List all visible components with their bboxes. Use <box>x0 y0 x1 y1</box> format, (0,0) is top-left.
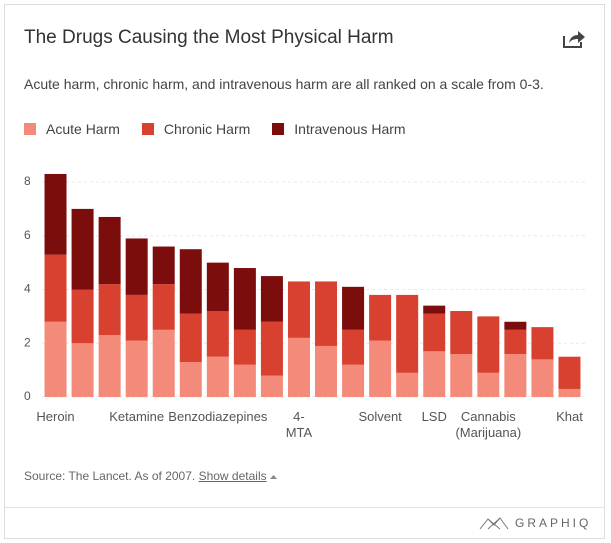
bar-segment <box>179 313 202 363</box>
bar-segment <box>531 359 554 397</box>
bar-segment <box>396 294 419 373</box>
source-text: Source: The Lancet. As of 2007. <box>24 469 196 483</box>
bar-segment <box>206 356 229 397</box>
bar-segment <box>558 356 581 389</box>
y-tick-label: 4 <box>24 282 31 296</box>
x-tick-label: Solvent <box>358 409 402 424</box>
bar-segment <box>504 321 527 330</box>
source: Source: The Lancet. As of 2007. Show det… <box>24 469 277 483</box>
bar-segment <box>342 286 365 330</box>
bar-segment <box>179 249 202 314</box>
footer-divider <box>5 507 604 508</box>
chart-title: The Drugs Causing the Most Physical Harm <box>24 27 394 48</box>
details-link[interactable]: Show details <box>198 469 267 483</box>
legend-item: Chronic Harm <box>141 121 251 137</box>
bar-segment <box>287 337 310 397</box>
bar-segment <box>504 354 527 397</box>
bar-segment <box>369 340 392 397</box>
y-tick-label: 8 <box>24 174 31 188</box>
bar-segment <box>44 254 67 322</box>
chart-subtitle: Acute harm, chronic harm, and intravenou… <box>24 76 544 92</box>
logo-icon <box>479 517 509 530</box>
bar-segment <box>287 281 310 338</box>
bar-segment <box>44 173 67 255</box>
bar-segment <box>125 238 148 295</box>
y-tick-label: 6 <box>24 228 31 242</box>
legend-label: Intravenous Harm <box>294 121 406 137</box>
bar-segment <box>260 321 283 376</box>
bar-segment <box>504 329 527 355</box>
bar-segment <box>260 276 283 322</box>
bar-segment <box>125 340 148 397</box>
bar-segment <box>342 364 365 397</box>
bar-segment <box>71 343 94 397</box>
bar-segment <box>450 354 473 397</box>
y-tick-label: 2 <box>24 335 31 349</box>
bar-segment <box>44 321 67 397</box>
logo-text: GRAPHIQ <box>515 516 592 530</box>
bar-segment <box>125 294 148 341</box>
x-tick-label: Khat <box>556 409 583 424</box>
bar-segment <box>152 329 175 397</box>
legend-swatch <box>141 123 154 135</box>
bar-segment <box>98 216 121 285</box>
bar-segment <box>206 311 229 357</box>
legend-swatch <box>272 123 285 135</box>
bar-segment <box>396 372 419 397</box>
bar-segment <box>152 246 175 285</box>
x-tick-label: 4-MTA <box>285 409 313 440</box>
bar-segment <box>477 372 500 397</box>
legend-label: Acute Harm <box>46 121 120 137</box>
logo: GRAPHIQ <box>479 516 591 530</box>
bar-segment <box>315 345 338 397</box>
bar-segment <box>233 268 256 330</box>
legend-item: Acute Harm <box>24 121 120 137</box>
card: The Drugs Causing the Most Physical Harm… <box>4 4 605 539</box>
x-tick-label: LSD <box>421 409 447 424</box>
bar-segment <box>233 329 256 365</box>
chart: 0 2 4 6 8 <box>24 173 587 403</box>
bar-segment <box>369 294 392 341</box>
bar-segment <box>423 351 446 397</box>
bar-segment <box>206 262 229 312</box>
bar-segment <box>558 388 581 397</box>
legend-item: Intravenous Harm <box>272 121 406 137</box>
bar-segment <box>342 329 365 365</box>
bar-segment <box>179 362 202 397</box>
bar-segment <box>423 305 446 314</box>
bar-segment <box>423 313 446 352</box>
details-arrow <box>269 475 277 479</box>
bar-segment <box>71 208 94 290</box>
bar-segment <box>233 364 256 397</box>
legend-swatch <box>24 123 36 135</box>
x-tick-label: Benzodiazepines <box>168 409 268 424</box>
bar-segment <box>152 284 175 330</box>
bar-segment <box>98 335 121 397</box>
bar-segment <box>531 327 554 360</box>
bar-segment <box>71 289 94 344</box>
bar-segment <box>477 316 500 373</box>
bar-segment <box>315 281 338 346</box>
y-tick-label: 0 <box>24 389 31 403</box>
bar-segment <box>260 375 283 397</box>
x-tick-label: Ketamine <box>109 409 165 424</box>
legend-label: Chronic Harm <box>163 121 251 137</box>
share-icon[interactable] <box>562 29 586 49</box>
legend: Acute Harm Chronic Harm Intravenous Harm <box>24 121 428 137</box>
x-tick-label: Cannabis (Marijuana) <box>455 409 522 440</box>
bar-segment <box>98 284 121 336</box>
x-tick-label: Heroin <box>36 409 75 424</box>
bar-segment <box>450 311 473 355</box>
